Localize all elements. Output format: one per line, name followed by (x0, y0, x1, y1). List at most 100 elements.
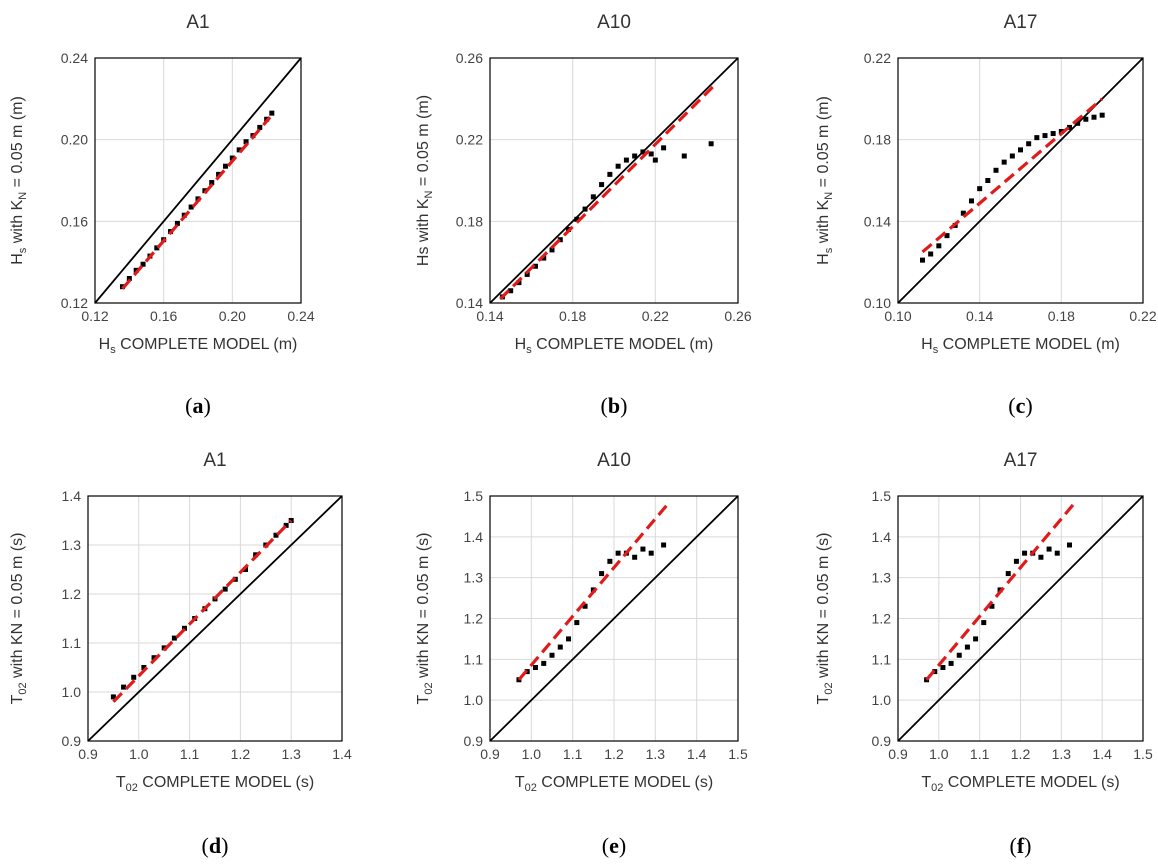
y-axis-label-subscript: s (823, 247, 835, 253)
trend-line (921, 97, 1104, 254)
y-tick-label: 1.0 (62, 684, 82, 700)
x-tick-label: 0.24 (287, 308, 314, 324)
data-point (257, 124, 263, 130)
x-tick-label: 0.12 (81, 308, 108, 324)
x-axis-label-subscript: 02 (931, 782, 943, 794)
panel-caption: (f) (1010, 833, 1032, 858)
y-axis-label: Hs with KN = 0.05 m (m) (9, 96, 29, 265)
x-tick-label: 1.4 (1092, 746, 1112, 762)
y-tick-label: 1.3 (62, 537, 82, 553)
trend-line (499, 85, 715, 301)
plot-area (897, 57, 1144, 304)
caption-open-paren: ( (602, 833, 609, 858)
x-tick-label: 0.20 (219, 308, 246, 324)
data-point (652, 157, 658, 163)
data-point (964, 644, 970, 650)
x-axis-label: Hs COMPLETE MODEL (m) (99, 336, 298, 356)
y-tick-label: 0.9 (872, 733, 892, 749)
chart-title: A10 (597, 450, 631, 471)
x-axis-label-rest: COMPLETE MODEL (s) (138, 774, 314, 791)
data-point (1005, 571, 1011, 577)
chart-panel-b: 0.140.14 0.18 0.18 0.22 0.22 0.26 0.26 A10 Hs CO… (415, 12, 752, 418)
data-point (541, 660, 547, 666)
y-tick-label: 0.24 (61, 50, 88, 66)
caption-close-paren: ) (204, 393, 211, 418)
y-axis-label-subscript-2: N (823, 192, 835, 200)
y-axis-label: T02 with KN = 0.05 m (s) (815, 533, 835, 705)
data-point (269, 110, 275, 116)
data-point (154, 245, 160, 251)
y-tick-label: 0.12 (61, 295, 88, 311)
data-point (985, 178, 991, 183)
y-tick-label: 1.1 (62, 635, 82, 651)
x-axis-label-rest: COMPLETE MODEL (s) (943, 774, 1119, 791)
x-axis-label: T02 COMPLETE MODEL (s) (515, 774, 713, 794)
data-point (532, 665, 538, 670)
y-tick-label: 1.4 (872, 529, 892, 545)
data-point (590, 194, 596, 200)
y-axis-label-rest: with KN = 0.05 m (s) (9, 533, 26, 683)
data-point (989, 603, 995, 609)
data-point (948, 660, 954, 666)
y-axis-label-base: H (9, 253, 26, 265)
data-point (557, 237, 563, 243)
x-tick-label: 0.16 (150, 308, 177, 324)
y-tick-label: 0.22 (864, 50, 891, 66)
data-point (174, 220, 180, 226)
data-point (216, 171, 222, 177)
data-point (648, 151, 654, 157)
data-point (242, 567, 248, 572)
x-tick-label: 0.22 (642, 308, 669, 324)
caption-letter: d (209, 833, 221, 858)
data-point (131, 674, 137, 680)
y-axis-label-subscript: N (423, 190, 435, 198)
y-axis-label-base: H (815, 253, 832, 265)
y-tick-label: 0.22 (456, 132, 483, 148)
identity-line (87, 495, 343, 742)
y-tick-label: 0.26 (456, 50, 483, 66)
x-tick-label: 1.3 (281, 746, 301, 762)
y-tick-label: 1.3 (464, 570, 484, 586)
x-axis-label-base: T (515, 774, 525, 791)
data-point (222, 586, 228, 592)
data-point (640, 546, 646, 552)
data-point (1009, 153, 1015, 159)
data-point (977, 186, 983, 192)
data-point (944, 233, 950, 239)
data-point (615, 163, 621, 169)
y-tick-label: 1.2 (464, 611, 484, 627)
y-axis-label: T02 with KN = 0.05 m (s) (9, 533, 29, 705)
x-tick-label: 1.4 (687, 746, 707, 762)
y-tick-label: 1.2 (62, 586, 82, 602)
x-axis-label-subscript: 02 (126, 782, 138, 794)
x-axis-label-base: T (116, 774, 126, 791)
data-point (1054, 550, 1060, 556)
chart-title: A1 (203, 450, 226, 471)
x-axis-label-rest: COMPLETE MODEL (s) (537, 774, 713, 791)
plot-area (87, 495, 343, 742)
data-point (1099, 112, 1105, 118)
data-point (632, 554, 638, 560)
chart-panel-f: 0.90.9 1.0 1.0 1.1 1.1 1.2 1.2 1.3 1.3 1.4 1.4 1.5 1… (815, 450, 1153, 858)
x-axis-label: T02 COMPLETE MODEL (s) (921, 774, 1119, 794)
data-point (956, 652, 962, 658)
y-tick-label: 0.14 (864, 213, 891, 229)
x-tick-label: 1.3 (646, 746, 666, 762)
x-axis-label-subscript: s (110, 344, 116, 356)
data-point (993, 167, 999, 173)
data-point (623, 157, 629, 163)
data-point (236, 147, 242, 153)
data-point (1083, 116, 1089, 122)
data-point (126, 276, 132, 281)
data-point (920, 257, 925, 263)
data-point (661, 542, 667, 548)
data-point (574, 216, 580, 222)
plot-area (94, 57, 302, 304)
y-tick-label: 0.16 (61, 213, 88, 229)
data-point (648, 550, 654, 556)
data-point (273, 532, 279, 538)
x-axis-label: Hs COMPLETE MODEL (m) (921, 336, 1120, 356)
y-tick-label: 1.4 (62, 488, 82, 504)
y-tick-label: 0.18 (864, 132, 891, 148)
caption-open-paren: ( (185, 393, 192, 418)
